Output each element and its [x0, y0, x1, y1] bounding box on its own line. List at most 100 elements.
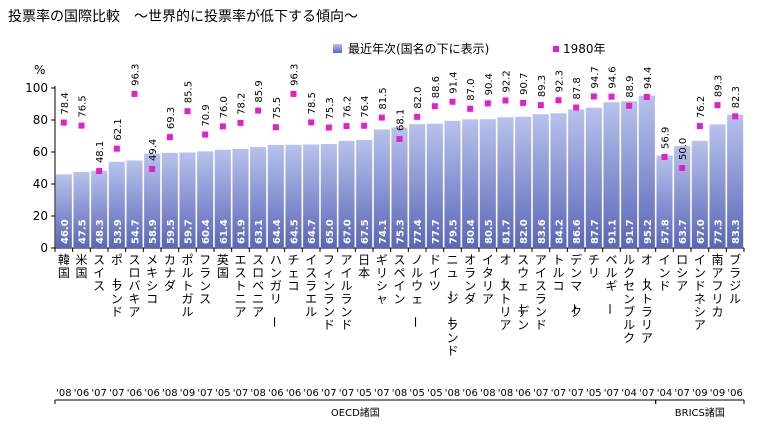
marker-1980: [166, 134, 173, 141]
bar-value-label: 80.4: [466, 219, 477, 244]
marker-value-label: 85.9: [254, 80, 265, 102]
year-label: '07: [321, 388, 336, 399]
marker-1980: [555, 97, 562, 104]
category-label: カナダ: [164, 253, 176, 293]
category-label: インドネシア: [694, 253, 706, 332]
bar-value-label: 61.9: [237, 219, 248, 244]
year-label: '09: [180, 388, 195, 399]
category-label: イスラエル: [305, 253, 317, 319]
bar-value-label: 83.6: [537, 219, 548, 244]
category-label: フィンランド: [323, 253, 335, 332]
category-label: アイルランド: [340, 253, 352, 332]
bar-value-label: 54.7: [131, 219, 142, 244]
year-label: '06: [515, 388, 530, 399]
bar-value-label: 59.5: [166, 219, 177, 244]
marker-1980: [537, 102, 544, 109]
bar: [126, 160, 143, 248]
marker-value-label: 56.9: [661, 127, 672, 149]
marker-value-label: 78.4: [60, 92, 71, 114]
category-label: ニュージーランド: [443, 253, 458, 358]
bar: [144, 153, 161, 248]
bar: [709, 124, 726, 248]
bar-value-label: 64.4: [272, 219, 283, 244]
bar: [197, 151, 214, 248]
bar: [373, 129, 390, 248]
marker-1980: [696, 123, 703, 130]
bar-value-label: 67.0: [696, 219, 707, 244]
bar: [409, 124, 426, 248]
marker-value-label: 89.3: [537, 75, 548, 97]
year-label: '06: [462, 388, 477, 399]
bar-value-label: 48.3: [95, 219, 106, 244]
year-label: '05: [409, 388, 424, 399]
bars-recent: [55, 95, 744, 249]
marker-1980: [714, 102, 721, 109]
marker-1980: [679, 165, 686, 171]
category-label: スロベニア: [252, 253, 264, 319]
legend-swatch-recent: [333, 44, 342, 53]
year-label: '07: [604, 388, 619, 399]
bar-value-label: 57.8: [661, 219, 672, 244]
bar: [250, 147, 267, 248]
y-tick-label: 100: [25, 81, 48, 95]
year-label: '06: [727, 388, 742, 399]
marker-1980: [184, 108, 191, 115]
year-label: '05: [215, 388, 230, 399]
legend-swatch-1980: [553, 46, 559, 52]
year-label: '06: [303, 388, 318, 399]
bar-value-label: 77.7: [431, 219, 442, 244]
y-tick-label: 40: [33, 177, 48, 191]
marker-1980: [361, 122, 368, 129]
marker-1980: [502, 97, 509, 104]
category-label: スイス: [93, 253, 105, 293]
group-labels: OECD諸国 BRICS諸国: [54, 399, 745, 419]
marker-value-label: 94.4: [643, 67, 654, 89]
bar-value-label: 63.7: [678, 219, 689, 244]
bar-value-label: 65.0: [325, 219, 336, 244]
year-label: '07: [533, 388, 548, 399]
category-label: チリ: [588, 253, 600, 280]
marker-1980: [78, 122, 85, 129]
marker-1980: [113, 145, 120, 152]
marker-1980: [202, 131, 209, 138]
marker-1980: [431, 103, 438, 110]
marker-value-label: 91.4: [449, 71, 460, 93]
marker-value-label: 94.6: [608, 66, 619, 88]
marker-1980: [661, 153, 668, 160]
marker-1980: [60, 119, 67, 126]
bar-value-label: 95.2: [643, 219, 654, 244]
bar-value-label: 83.3: [731, 219, 742, 244]
markers-1980: [60, 90, 739, 175]
category-label: オーストラリア: [638, 253, 653, 345]
bar: [585, 107, 602, 249]
year-label: '07: [674, 388, 689, 399]
bar-value-label: 77.3: [714, 219, 725, 244]
marker-1980: [732, 113, 739, 120]
group-label: OECD諸国: [331, 406, 380, 419]
category-label: デンマーク: [567, 252, 582, 319]
marker-1980: [325, 124, 332, 131]
year-label: '06: [286, 388, 301, 399]
bar-value-label: 61.4: [219, 219, 230, 244]
year-label: '08: [480, 388, 495, 399]
bar-value-label: 79.5: [449, 219, 460, 244]
category-label: エストニア: [234, 253, 246, 319]
year-label: '05: [427, 388, 442, 399]
bar: [462, 119, 479, 248]
bar-value-label: 75.3: [396, 219, 407, 244]
bar-value-label: 47.5: [78, 219, 89, 244]
bar: [550, 113, 567, 248]
marker-value-label: 49.4: [148, 139, 159, 161]
y-tick-label: 60: [33, 145, 48, 159]
marker-value-label: 88.9: [625, 75, 636, 97]
marker-1980: [520, 99, 527, 106]
year-label: '07: [639, 388, 654, 399]
year-label: '08: [162, 388, 177, 399]
marker-value-label: 92.3: [555, 70, 566, 92]
bar: [621, 101, 638, 248]
marker-value-label: 96.3: [131, 64, 142, 86]
category-label: 英国: [217, 253, 229, 280]
marker-value-label: 76.5: [78, 95, 89, 117]
year-label: '08: [250, 388, 265, 399]
bar: [656, 155, 673, 248]
